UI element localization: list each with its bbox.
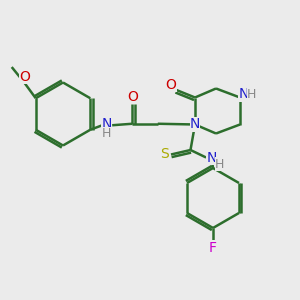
Text: S: S bbox=[160, 148, 169, 161]
Text: O: O bbox=[19, 70, 30, 84]
Text: N: N bbox=[206, 151, 217, 164]
Text: N: N bbox=[190, 118, 200, 131]
Text: O: O bbox=[127, 90, 138, 104]
Text: O: O bbox=[166, 78, 176, 92]
Text: H: H bbox=[102, 127, 112, 140]
Text: N: N bbox=[238, 88, 249, 101]
Text: H: H bbox=[215, 158, 225, 171]
Text: N: N bbox=[102, 117, 112, 131]
Text: H: H bbox=[247, 88, 256, 101]
Text: F: F bbox=[209, 241, 217, 254]
